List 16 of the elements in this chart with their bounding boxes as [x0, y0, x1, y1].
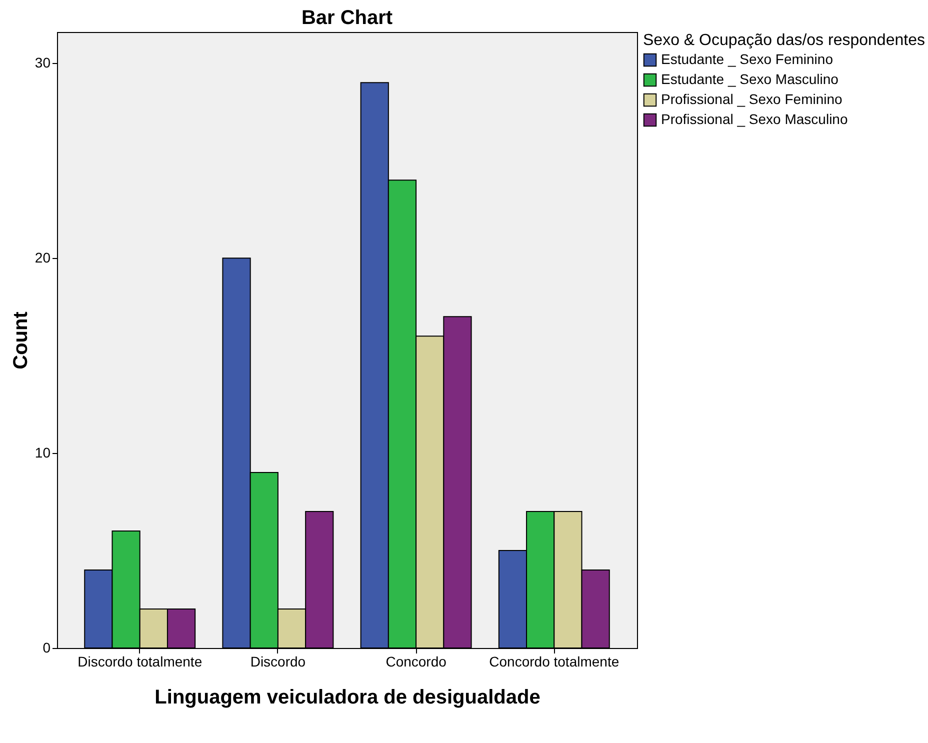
- y-axis-title: Count: [10, 311, 32, 370]
- legend-label: Estudante _ Sexo Feminino: [661, 51, 834, 67]
- x-tick-label: Discordo totalmente: [78, 654, 202, 670]
- x-axis-title: Linguagem veiculadora de desigualdade: [154, 686, 540, 708]
- y-tick-label: 30: [34, 54, 51, 71]
- x-tick-label: Discordo: [250, 654, 306, 670]
- y-tick-label: 20: [34, 250, 51, 266]
- chart-title: Bar Chart: [301, 7, 393, 29]
- legend-title: Sexo & Ocupação das/os respondentes: [643, 32, 925, 49]
- legend-label: Estudante _ Sexo Masculino: [661, 71, 839, 87]
- y-tick-label: 10: [34, 444, 51, 461]
- y-tick-label: 0: [42, 640, 51, 656]
- legend-label: Profissional _ Sexo Masculino: [661, 111, 848, 127]
- legend-label: Profissional _ Sexo Feminino: [661, 91, 843, 107]
- x-tick-label: Concordo totalmente: [489, 654, 620, 670]
- x-tick-label: Concordo: [386, 654, 447, 670]
